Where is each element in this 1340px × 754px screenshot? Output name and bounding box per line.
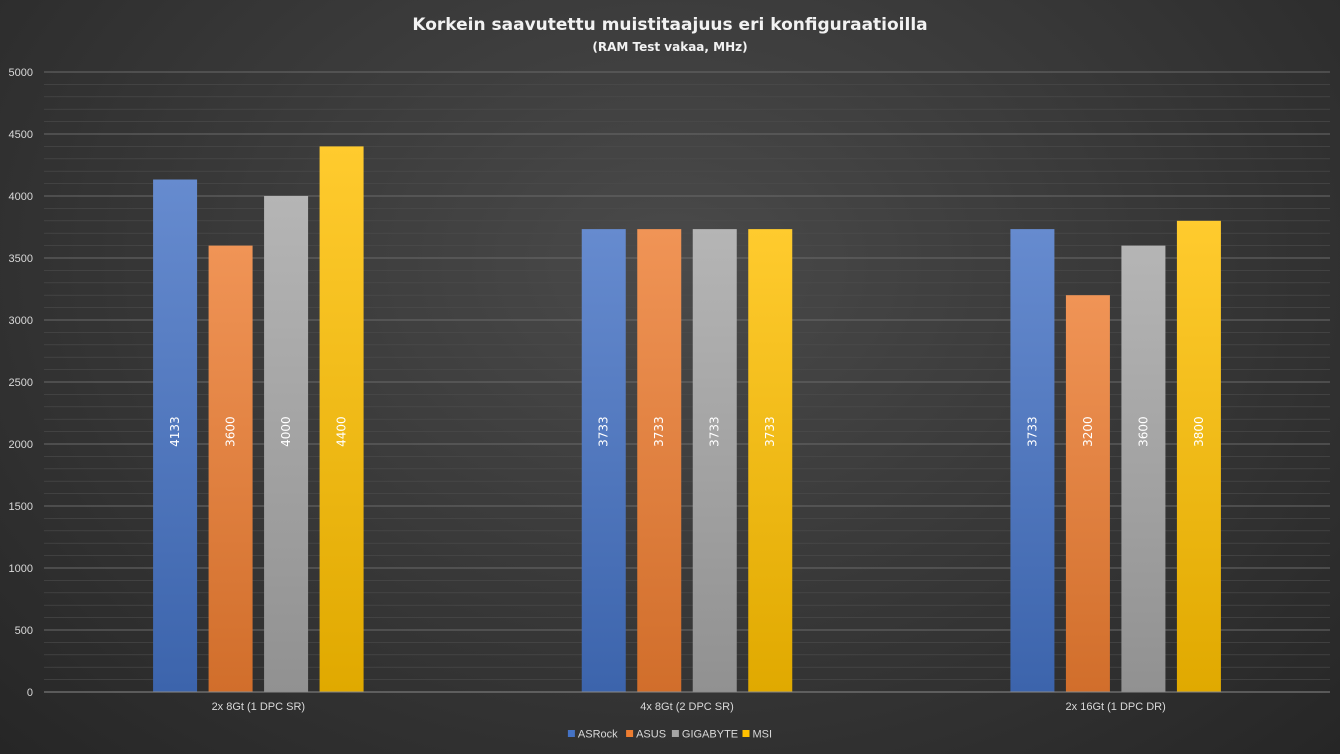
legend-label: GIGABYTE — [682, 729, 738, 741]
data-label: 4400 — [335, 416, 349, 447]
y-tick-label: 2500 — [9, 377, 33, 389]
bar-gigabyte-2 — [1121, 245, 1166, 692]
data-label: 3733 — [708, 416, 722, 447]
y-tick-label: 5000 — [9, 67, 33, 79]
y-tick-label: 4000 — [9, 191, 33, 203]
bar-gigabyte-0 — [264, 196, 309, 692]
y-tick-label: 1000 — [9, 563, 33, 575]
legend-swatch — [742, 730, 750, 737]
bar-msi-0 — [319, 146, 364, 692]
y-tick-label: 2000 — [9, 439, 33, 451]
x-tick-label: 2x 16Gt (1 DPC DR) — [1066, 701, 1166, 713]
data-label: 4133 — [168, 416, 182, 447]
bar-asrock-2 — [1010, 229, 1055, 692]
chart-title: Korkein saavutettu muistitaajuus eri kon… — [412, 15, 927, 35]
x-tick-label: 2x 8Gt (1 DPC SR) — [212, 701, 306, 713]
y-axis: 0 500 1000 1500 2000 2500 3000 3500 4000 4500 5000 — [9, 67, 33, 699]
data-label: 3733 — [597, 416, 611, 447]
bar-msi-1 — [748, 229, 793, 692]
data-label: 3600 — [1136, 416, 1150, 447]
bar-asus-1 — [637, 229, 682, 692]
x-axis: 2x 8Gt (1 DPC SR) 4x 8Gt (2 DPC SR) 2x 16G… — [44, 691, 1330, 713]
legend: ASRock ASUS GIGABYTE MSI — [567, 729, 773, 741]
y-tick-label: 3500 — [9, 253, 33, 265]
legend-swatch — [567, 730, 575, 737]
data-label: 3733 — [652, 416, 666, 447]
legend-swatch — [671, 730, 679, 737]
y-tick-label: 3000 — [9, 315, 33, 327]
data-label: 3200 — [1081, 416, 1095, 447]
y-tick-label: 1500 — [9, 501, 33, 513]
legend-label: ASUS — [636, 729, 666, 741]
chart-subtitle: (RAM Test vakaa, MHz) — [592, 40, 747, 54]
y-tick-label: 500 — [15, 625, 33, 637]
legend-label: MSI — [753, 729, 773, 741]
x-tick-label: 4x 8Gt (2 DPC SR) — [640, 701, 734, 713]
gridlines — [44, 71, 1330, 693]
data-label: 3600 — [224, 416, 238, 447]
bars: 4133 3600 4000 4400 3733 3733 3733 3733 3733 3200… — [153, 146, 1221, 693]
data-label: 4000 — [279, 416, 293, 447]
bar-gigabyte-1 — [692, 229, 737, 692]
bar-asrock-0 — [153, 179, 198, 692]
y-tick-label: 0 — [27, 687, 33, 699]
bar-msi-2 — [1176, 220, 1221, 693]
legend-label: ASRock — [578, 729, 618, 741]
bar-asrock-1 — [581, 229, 626, 692]
data-label: 3733 — [763, 416, 777, 447]
y-tick-label: 4500 — [9, 129, 33, 141]
data-label: 3800 — [1192, 416, 1206, 447]
data-label: 3733 — [1025, 416, 1039, 447]
bar-asus-0 — [208, 245, 253, 692]
bar-asus-2 — [1065, 295, 1110, 692]
legend-swatch — [626, 730, 634, 737]
